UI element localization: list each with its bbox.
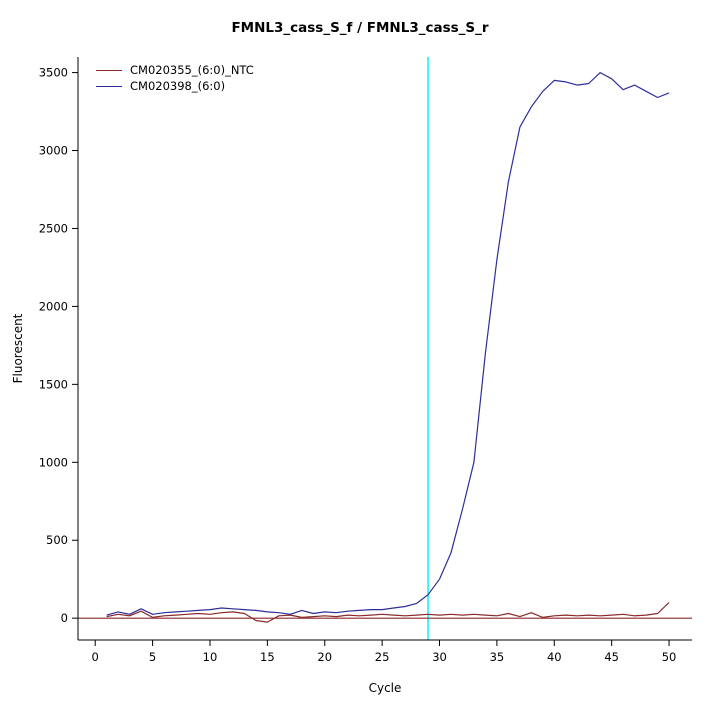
x-tick-label: 0 xyxy=(92,650,99,664)
x-tick-label: 15 xyxy=(260,650,275,664)
chart-title: FMNL3_cass_S_f / FMNL3_cass_S_r xyxy=(231,20,489,36)
x-tick-label: 50 xyxy=(662,650,677,664)
series-curve-0 xyxy=(106,602,670,623)
legend-item-sample: CM020398_(6:0) xyxy=(96,79,254,93)
y-tick-label: 0 xyxy=(61,611,68,625)
sample-line-swatch xyxy=(96,85,122,87)
x-tick-label: 25 xyxy=(375,650,390,664)
series-curve-1 xyxy=(106,71,670,616)
x-axis-title: Cycle xyxy=(369,681,402,695)
y-tick-label: 3500 xyxy=(39,66,68,80)
x-tick-label: 5 xyxy=(149,650,156,664)
legend-label-sample: CM020398_(6:0) xyxy=(130,79,226,93)
x-tick-label: 40 xyxy=(547,650,562,664)
x-tick-label: 10 xyxy=(203,650,218,664)
legend-item-ntc: CM020355_(6:0)_NTC xyxy=(96,63,254,77)
y-tick-label: 2000 xyxy=(39,299,68,313)
x-tick-label: 45 xyxy=(604,650,619,664)
y-tick-label: 500 xyxy=(46,533,68,547)
legend: CM020355_(6:0)_NTC CM020398_(6:0) xyxy=(96,63,254,93)
x-tick-label: 30 xyxy=(432,650,447,664)
y-tick-label: 1000 xyxy=(39,455,68,469)
y-tick-label: 2500 xyxy=(39,221,68,235)
y-axis-title: Fluorescent xyxy=(11,313,25,383)
y-tick-label: 1500 xyxy=(39,377,68,391)
y-tick-label: 3000 xyxy=(39,144,68,158)
legend-label-ntc: CM020355_(6:0)_NTC xyxy=(130,63,254,77)
x-tick-label: 20 xyxy=(317,650,332,664)
x-tick-label: 35 xyxy=(490,650,505,664)
ntc-line-swatch xyxy=(96,69,122,71)
